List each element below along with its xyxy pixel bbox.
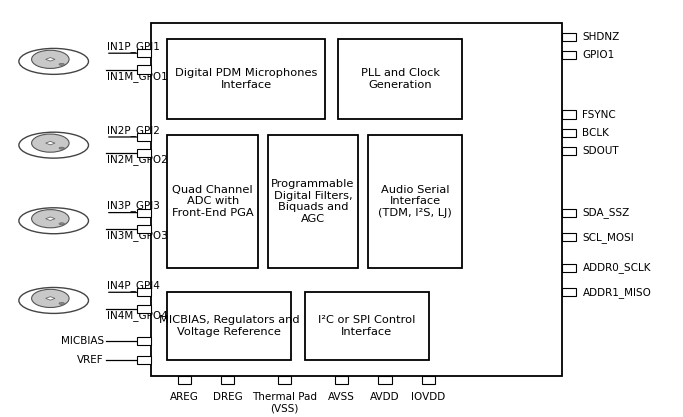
Bar [137, 133, 151, 141]
Text: ADDR0_SCLK: ADDR0_SCLK [583, 262, 651, 273]
Text: IN1P_GPI1: IN1P_GPI1 [107, 41, 160, 52]
Polygon shape [46, 217, 55, 221]
Text: SDA_SSZ: SDA_SSZ [583, 207, 630, 218]
Text: Digital PDM Microphones
Interface: Digital PDM Microphones Interface [175, 68, 318, 90]
Text: SDOUT: SDOUT [583, 146, 619, 156]
Bar [137, 337, 151, 345]
Text: PLL and Clock
Generation: PLL and Clock Generation [361, 68, 440, 90]
Text: AVDD: AVDD [370, 392, 400, 402]
Text: Programmable
Digital Filters,
Biquads and
AGC: Programmable Digital Filters, Biquads an… [271, 179, 354, 224]
Ellipse shape [59, 147, 64, 149]
Text: IN4M_GPO4: IN4M_GPO4 [107, 310, 168, 321]
Bar [137, 65, 151, 74]
Bar [167, 292, 291, 360]
Text: AREG: AREG [170, 392, 199, 402]
Ellipse shape [31, 134, 69, 152]
Bar [151, 23, 562, 376]
Text: DREG: DREG [213, 392, 242, 402]
Text: Thermal Pad
(VSS): Thermal Pad (VSS) [252, 392, 317, 413]
Bar [137, 208, 151, 217]
Bar [137, 49, 151, 57]
Ellipse shape [31, 289, 69, 307]
Text: SHDNZ: SHDNZ [583, 32, 619, 42]
Text: Quad Channel
ADC with
Front-End PGA: Quad Channel ADC with Front-End PGA [172, 185, 253, 218]
Bar [335, 376, 348, 384]
Bar [562, 288, 576, 296]
Ellipse shape [59, 223, 64, 225]
Bar [167, 135, 258, 268]
Text: IN2M_GPO2: IN2M_GPO2 [107, 155, 168, 166]
Bar [562, 208, 576, 217]
Bar [137, 149, 151, 158]
Text: MICBIAS: MICBIAS [61, 337, 104, 346]
Bar [338, 39, 462, 118]
Text: FSYNC: FSYNC [583, 110, 616, 120]
Bar [178, 376, 191, 384]
Bar [378, 376, 391, 384]
Text: IN3P_GPI3: IN3P_GPI3 [107, 201, 160, 211]
Text: GPIO1: GPIO1 [583, 50, 615, 60]
Bar [221, 376, 234, 384]
Text: IN4P_GPI4: IN4P_GPI4 [107, 280, 160, 291]
Text: VREF: VREF [77, 355, 104, 365]
Bar [368, 135, 462, 268]
Bar [137, 304, 151, 313]
Bar [137, 288, 151, 296]
Ellipse shape [59, 302, 64, 304]
Polygon shape [46, 58, 55, 61]
Bar [562, 51, 576, 59]
Bar [562, 264, 576, 272]
Polygon shape [46, 141, 55, 145]
Bar [137, 225, 151, 233]
Text: Audio Serial
Interface
(TDM, I²S, LJ): Audio Serial Interface (TDM, I²S, LJ) [378, 185, 452, 218]
Bar [305, 292, 428, 360]
Text: IN2P_GPI2: IN2P_GPI2 [107, 125, 160, 136]
Bar [268, 135, 358, 268]
Bar [562, 129, 576, 137]
Bar [167, 39, 324, 118]
Bar [562, 233, 576, 241]
Text: IOVDD: IOVDD [411, 392, 445, 402]
Text: I²C or SPI Control
Interface: I²C or SPI Control Interface [318, 315, 415, 337]
Bar [137, 356, 151, 364]
Ellipse shape [31, 210, 69, 228]
Ellipse shape [31, 50, 69, 68]
Text: SCL_MOSI: SCL_MOSI [583, 232, 635, 243]
Text: IN3M_GPO3: IN3M_GPO3 [107, 230, 168, 241]
Polygon shape [46, 296, 55, 300]
Bar [562, 33, 576, 41]
Text: ADDR1_MISO: ADDR1_MISO [583, 287, 652, 298]
Text: IN1M_GPO1: IN1M_GPO1 [107, 71, 168, 82]
Text: MICBIAS, Regulators and
Voltage Reference: MICBIAS, Regulators and Voltage Referenc… [159, 315, 300, 337]
Text: BCLK: BCLK [583, 128, 609, 138]
Bar [562, 147, 576, 156]
Ellipse shape [59, 63, 64, 65]
Bar [278, 376, 291, 384]
Bar [422, 376, 435, 384]
Text: AVSS: AVSS [328, 392, 355, 402]
Bar [562, 111, 576, 118]
